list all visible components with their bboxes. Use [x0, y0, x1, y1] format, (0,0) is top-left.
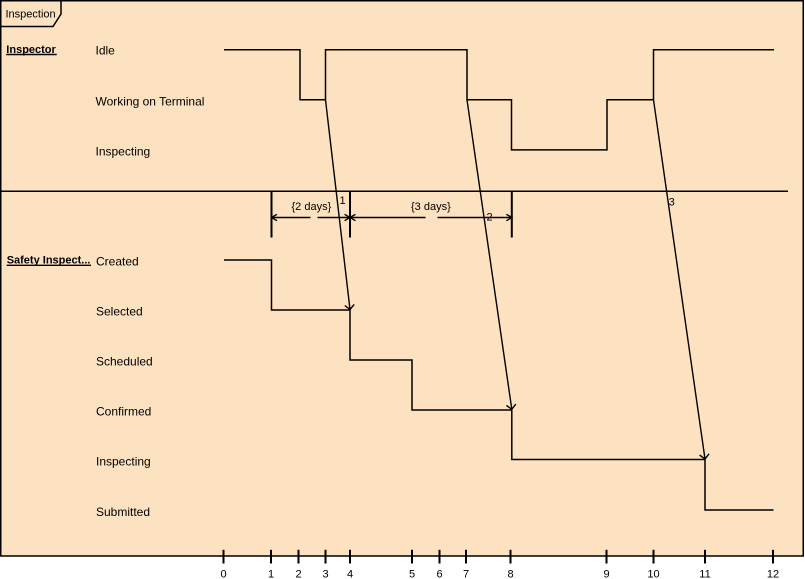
svg-text:3: 3 [669, 196, 675, 208]
svg-text:8: 8 [507, 569, 513, 579]
svg-text:1: 1 [268, 569, 274, 579]
svg-text:Confirmed: Confirmed [96, 405, 151, 419]
svg-text:Selected: Selected [96, 305, 143, 319]
svg-text:0: 0 [220, 569, 226, 579]
svg-text:7: 7 [463, 569, 469, 579]
svg-text:Scheduled: Scheduled [96, 355, 153, 369]
svg-text:Inspector: Inspector [6, 44, 56, 56]
svg-text:Inspection: Inspection [6, 9, 56, 21]
svg-text:Created: Created [96, 255, 139, 269]
svg-text:Submitted: Submitted [96, 505, 150, 519]
svg-text:2: 2 [295, 569, 301, 579]
svg-text:10: 10 [647, 569, 659, 579]
svg-text:{2 days}: {2 days} [292, 201, 332, 213]
svg-text:Inspecting: Inspecting [96, 144, 151, 158]
svg-text:5: 5 [409, 569, 415, 579]
svg-text:3: 3 [322, 569, 328, 579]
svg-text:Safety Inspect...: Safety Inspect... [7, 255, 91, 267]
svg-text:{3 days}: {3 days} [411, 201, 451, 213]
svg-text:Working on Terminal: Working on Terminal [96, 94, 205, 108]
svg-text:9: 9 [603, 569, 609, 579]
svg-text:6: 6 [436, 569, 442, 579]
svg-text:4: 4 [347, 569, 353, 579]
svg-text:Idle: Idle [96, 44, 116, 58]
svg-text:12: 12 [767, 569, 779, 579]
svg-text:1: 1 [340, 195, 346, 207]
svg-text:Inspecting: Inspecting [96, 454, 151, 468]
svg-text:11: 11 [699, 569, 710, 579]
